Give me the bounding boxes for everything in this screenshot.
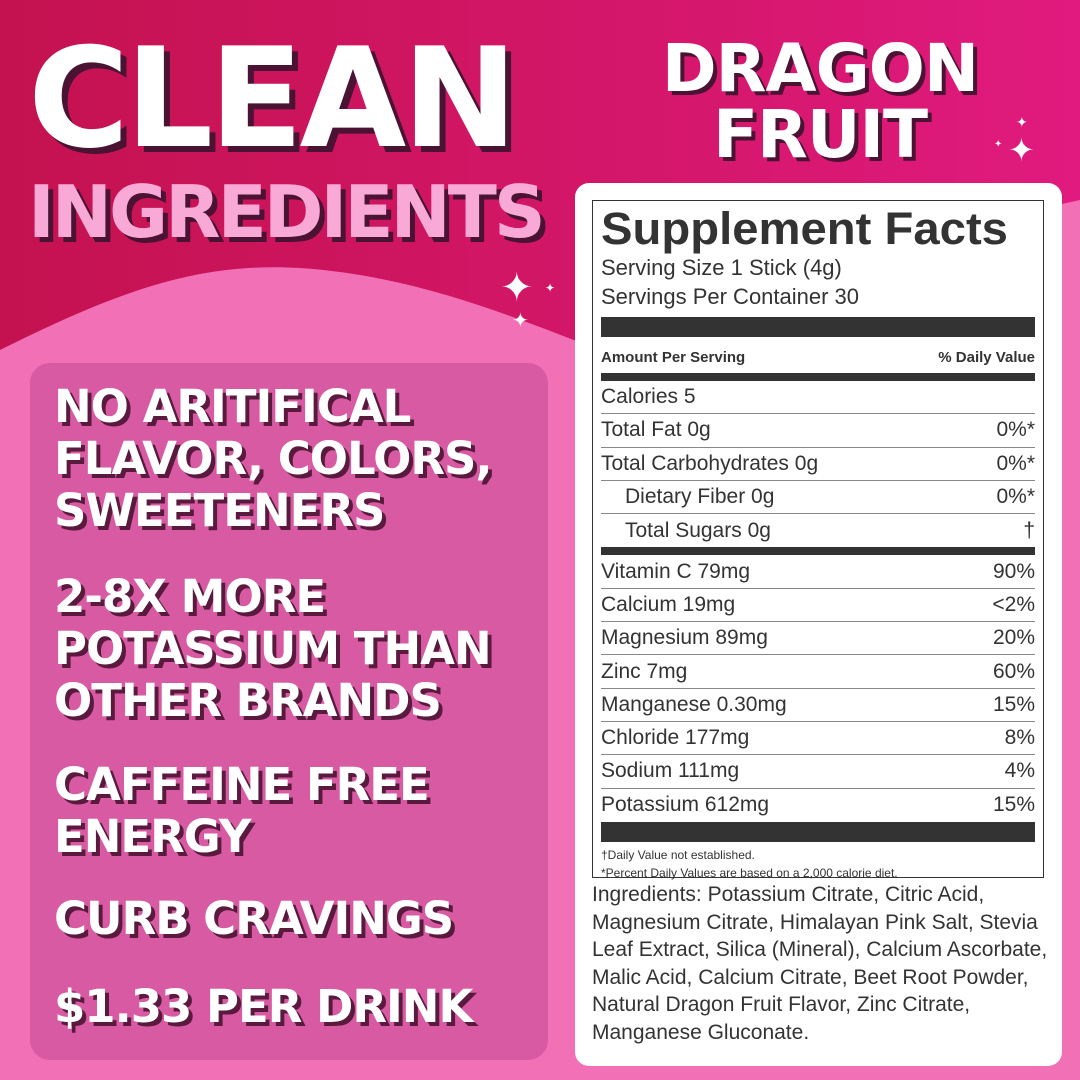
flavor-title: DRAGON FRUIT — [661, 30, 979, 173]
nutrient-row: Dietary Fiber 0g 0%* — [601, 481, 1035, 515]
nutrient-name: Dietary Fiber 0g — [625, 485, 775, 509]
footnote: †Daily Value not established. — [601, 847, 755, 862]
calories: Calories 5 — [601, 385, 696, 409]
nutrient-name: Magnesium 89mg — [601, 626, 768, 650]
headline-clean: CLEAN — [28, 18, 518, 179]
sparkle-icon: ✦ — [512, 308, 529, 332]
nutrient-dv: <2% — [992, 592, 1035, 616]
nutrient-name: Vitamin C 79mg — [601, 559, 751, 583]
nutrient-row: Manganese 0.30mg 15% — [601, 689, 1035, 722]
benefits-panel: NO ARITIFICAL FLAVOR, COLORS, SWEETENERS… — [30, 363, 548, 1060]
nutrient-dv: 0%* — [996, 451, 1035, 475]
amount-header-row: Amount Per Serving % Daily Value — [601, 341, 1035, 373]
nutrient-row: Sodium 111mg 4% — [601, 755, 1035, 789]
sparkle-icon: ✦ — [994, 139, 1003, 150]
nutrient-name: Total Fat 0g — [601, 418, 711, 442]
nutrient-row: Chloride 177mg 8% — [601, 722, 1035, 756]
nutrient-dv: † — [1023, 518, 1035, 542]
nutrient-name: Total Sugars 0g — [625, 518, 771, 542]
nutrient-dv: 0%* — [996, 485, 1035, 509]
nutrient-dv: 0%* — [996, 418, 1035, 442]
nutrient-dv: 8% — [1004, 726, 1035, 750]
headline-ingredients: INGREDIENTS — [28, 170, 546, 254]
nutrient-dv: 20% — [992, 626, 1035, 650]
benefit-item: NO ARITIFICAL FLAVOR, COLORS, SWEETENERS — [54, 380, 492, 537]
nutrient-name: Sodium 111mg — [601, 759, 740, 783]
nutrient-row: Zinc 7mg 60% — [601, 655, 1035, 689]
sparkle-icon: ✦ — [545, 281, 556, 295]
nutrient-row: Magnesium 89mg 20% — [601, 622, 1035, 656]
nutrient-name: Chloride 177mg — [601, 726, 750, 750]
nutrient-row: Calcium 19mg <2% — [601, 589, 1035, 623]
facts-title: Supplement Facts — [601, 203, 1008, 254]
nutrient-row: Total Sugars 0g † — [601, 514, 1035, 547]
nutrient-name: Potassium 612mg — [601, 793, 770, 817]
calories-row: Calories 5 — [601, 381, 1035, 415]
benefit-item: 2-8X MORE POTASSIUM THAN OTHER BRANDS — [54, 570, 492, 727]
benefit-item: CURB CRAVINGS — [54, 892, 454, 945]
nutrient-name: Calcium 19mg — [601, 592, 736, 616]
nutrient-row: Total Carbohydrates 0g 0%* — [601, 448, 1035, 481]
dv-header: % Daily Value — [938, 348, 1035, 366]
nutrient-dv: 15% — [992, 793, 1035, 817]
amount-header: Amount Per Serving — [601, 348, 746, 366]
nutrient-dv: 90% — [992, 559, 1035, 583]
divider — [601, 373, 1035, 381]
nutrient-name: Zinc 7mg — [601, 659, 688, 683]
sparkle-icon: ✦ — [1008, 131, 1035, 169]
sparkle-icon: ✦ — [1016, 115, 1028, 131]
divider — [601, 547, 1035, 556]
sparkle-icon: ✦ — [500, 265, 534, 311]
servings-per-container: Servings Per Container 30 — [601, 284, 860, 309]
serving-size: Serving Size 1 Stick (4g) — [601, 255, 842, 280]
nutrient-name: Total Carbohydrates 0g — [601, 451, 819, 475]
divider — [601, 317, 1035, 337]
nutrient-row: Potassium 612mg 15% — [601, 789, 1035, 822]
footnote: *Percent Daily Values are based on a 2,0… — [601, 865, 898, 880]
benefit-item: $1.33 PER DRINK — [54, 980, 473, 1033]
nutrient-row: Vitamin C 79mg 90% — [601, 555, 1035, 589]
ingredients-list: Ingredients: Potassium Citrate, Citric A… — [592, 883, 1048, 1044]
nutrient-dv: 15% — [992, 692, 1035, 716]
nutrient-row: Total Fat 0g 0%* — [601, 414, 1035, 448]
nutrient-dv: 4% — [1004, 759, 1035, 783]
divider — [601, 821, 1035, 842]
supplement-facts-card: Supplement Facts Serving Size 1 Stick (4… — [575, 183, 1062, 1066]
nutrient-name: Manganese 0.30mg — [601, 692, 787, 716]
benefit-item: CAFFEINE FREE ENERGY — [54, 758, 430, 863]
supplement-facts-label: Supplement Facts Serving Size 1 Stick (4… — [592, 200, 1044, 880]
nutrient-dv: 60% — [992, 659, 1035, 683]
